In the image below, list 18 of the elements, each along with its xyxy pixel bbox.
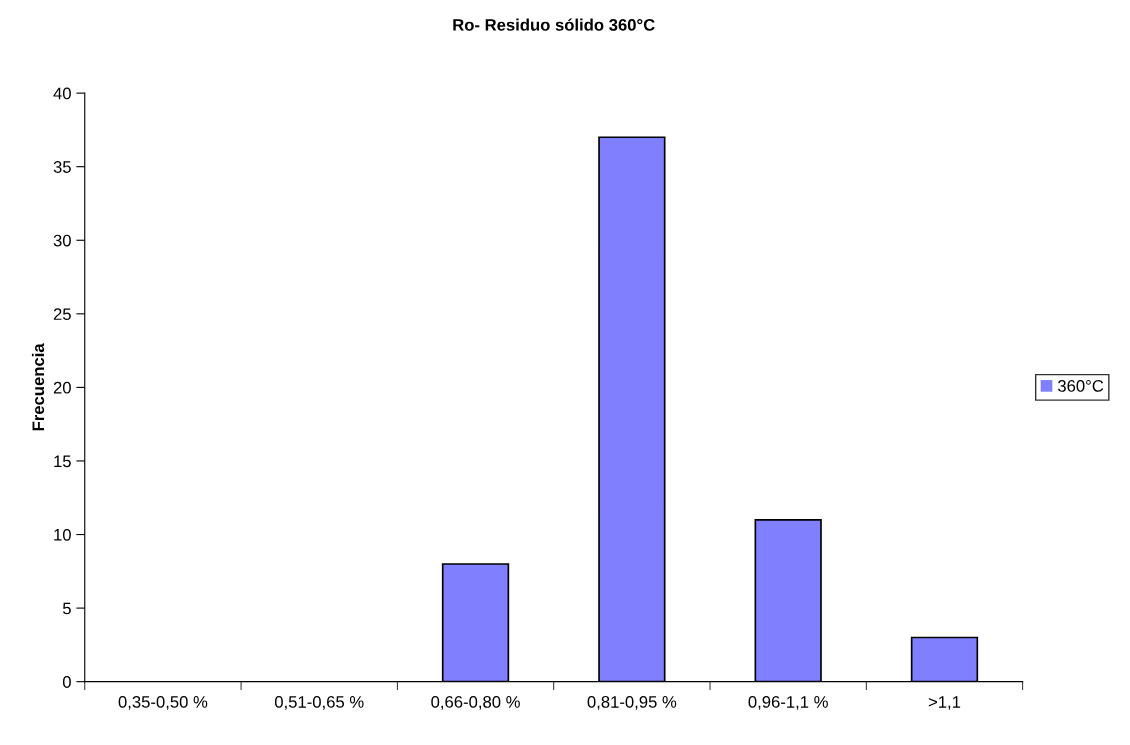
x-tick-label: 0,96-1,1 % bbox=[748, 696, 828, 710]
y-tick-label: 15 bbox=[54, 455, 71, 468]
y-tick-label: 35 bbox=[53, 161, 71, 173]
x-tick-label: >1,1 bbox=[928, 696, 961, 710]
legend-label: 360°C bbox=[1057, 380, 1104, 392]
x-tick-label: 0,66-0,80 % bbox=[431, 696, 520, 710]
y-tick-label: 40 bbox=[53, 87, 71, 100]
y-tick-label: 10 bbox=[54, 528, 71, 541]
y-tick-label: 5 bbox=[62, 602, 71, 615]
y-tick-label: 20 bbox=[53, 381, 71, 394]
y-tick-label: 25 bbox=[53, 308, 71, 321]
y-axis-title: Frecuencia bbox=[31, 343, 45, 431]
x-tick-label: 0,51-0,65 % bbox=[274, 696, 364, 710]
y-tick-label: 30 bbox=[53, 234, 71, 247]
y-tick-label: 0 bbox=[62, 676, 71, 688]
chart-title: Ro- Residuo sólido 360°C bbox=[453, 18, 655, 31]
x-tick-label: 0,81-0,95 % bbox=[587, 696, 677, 710]
x-tick-label: 0,35-0,50 % bbox=[118, 696, 208, 710]
